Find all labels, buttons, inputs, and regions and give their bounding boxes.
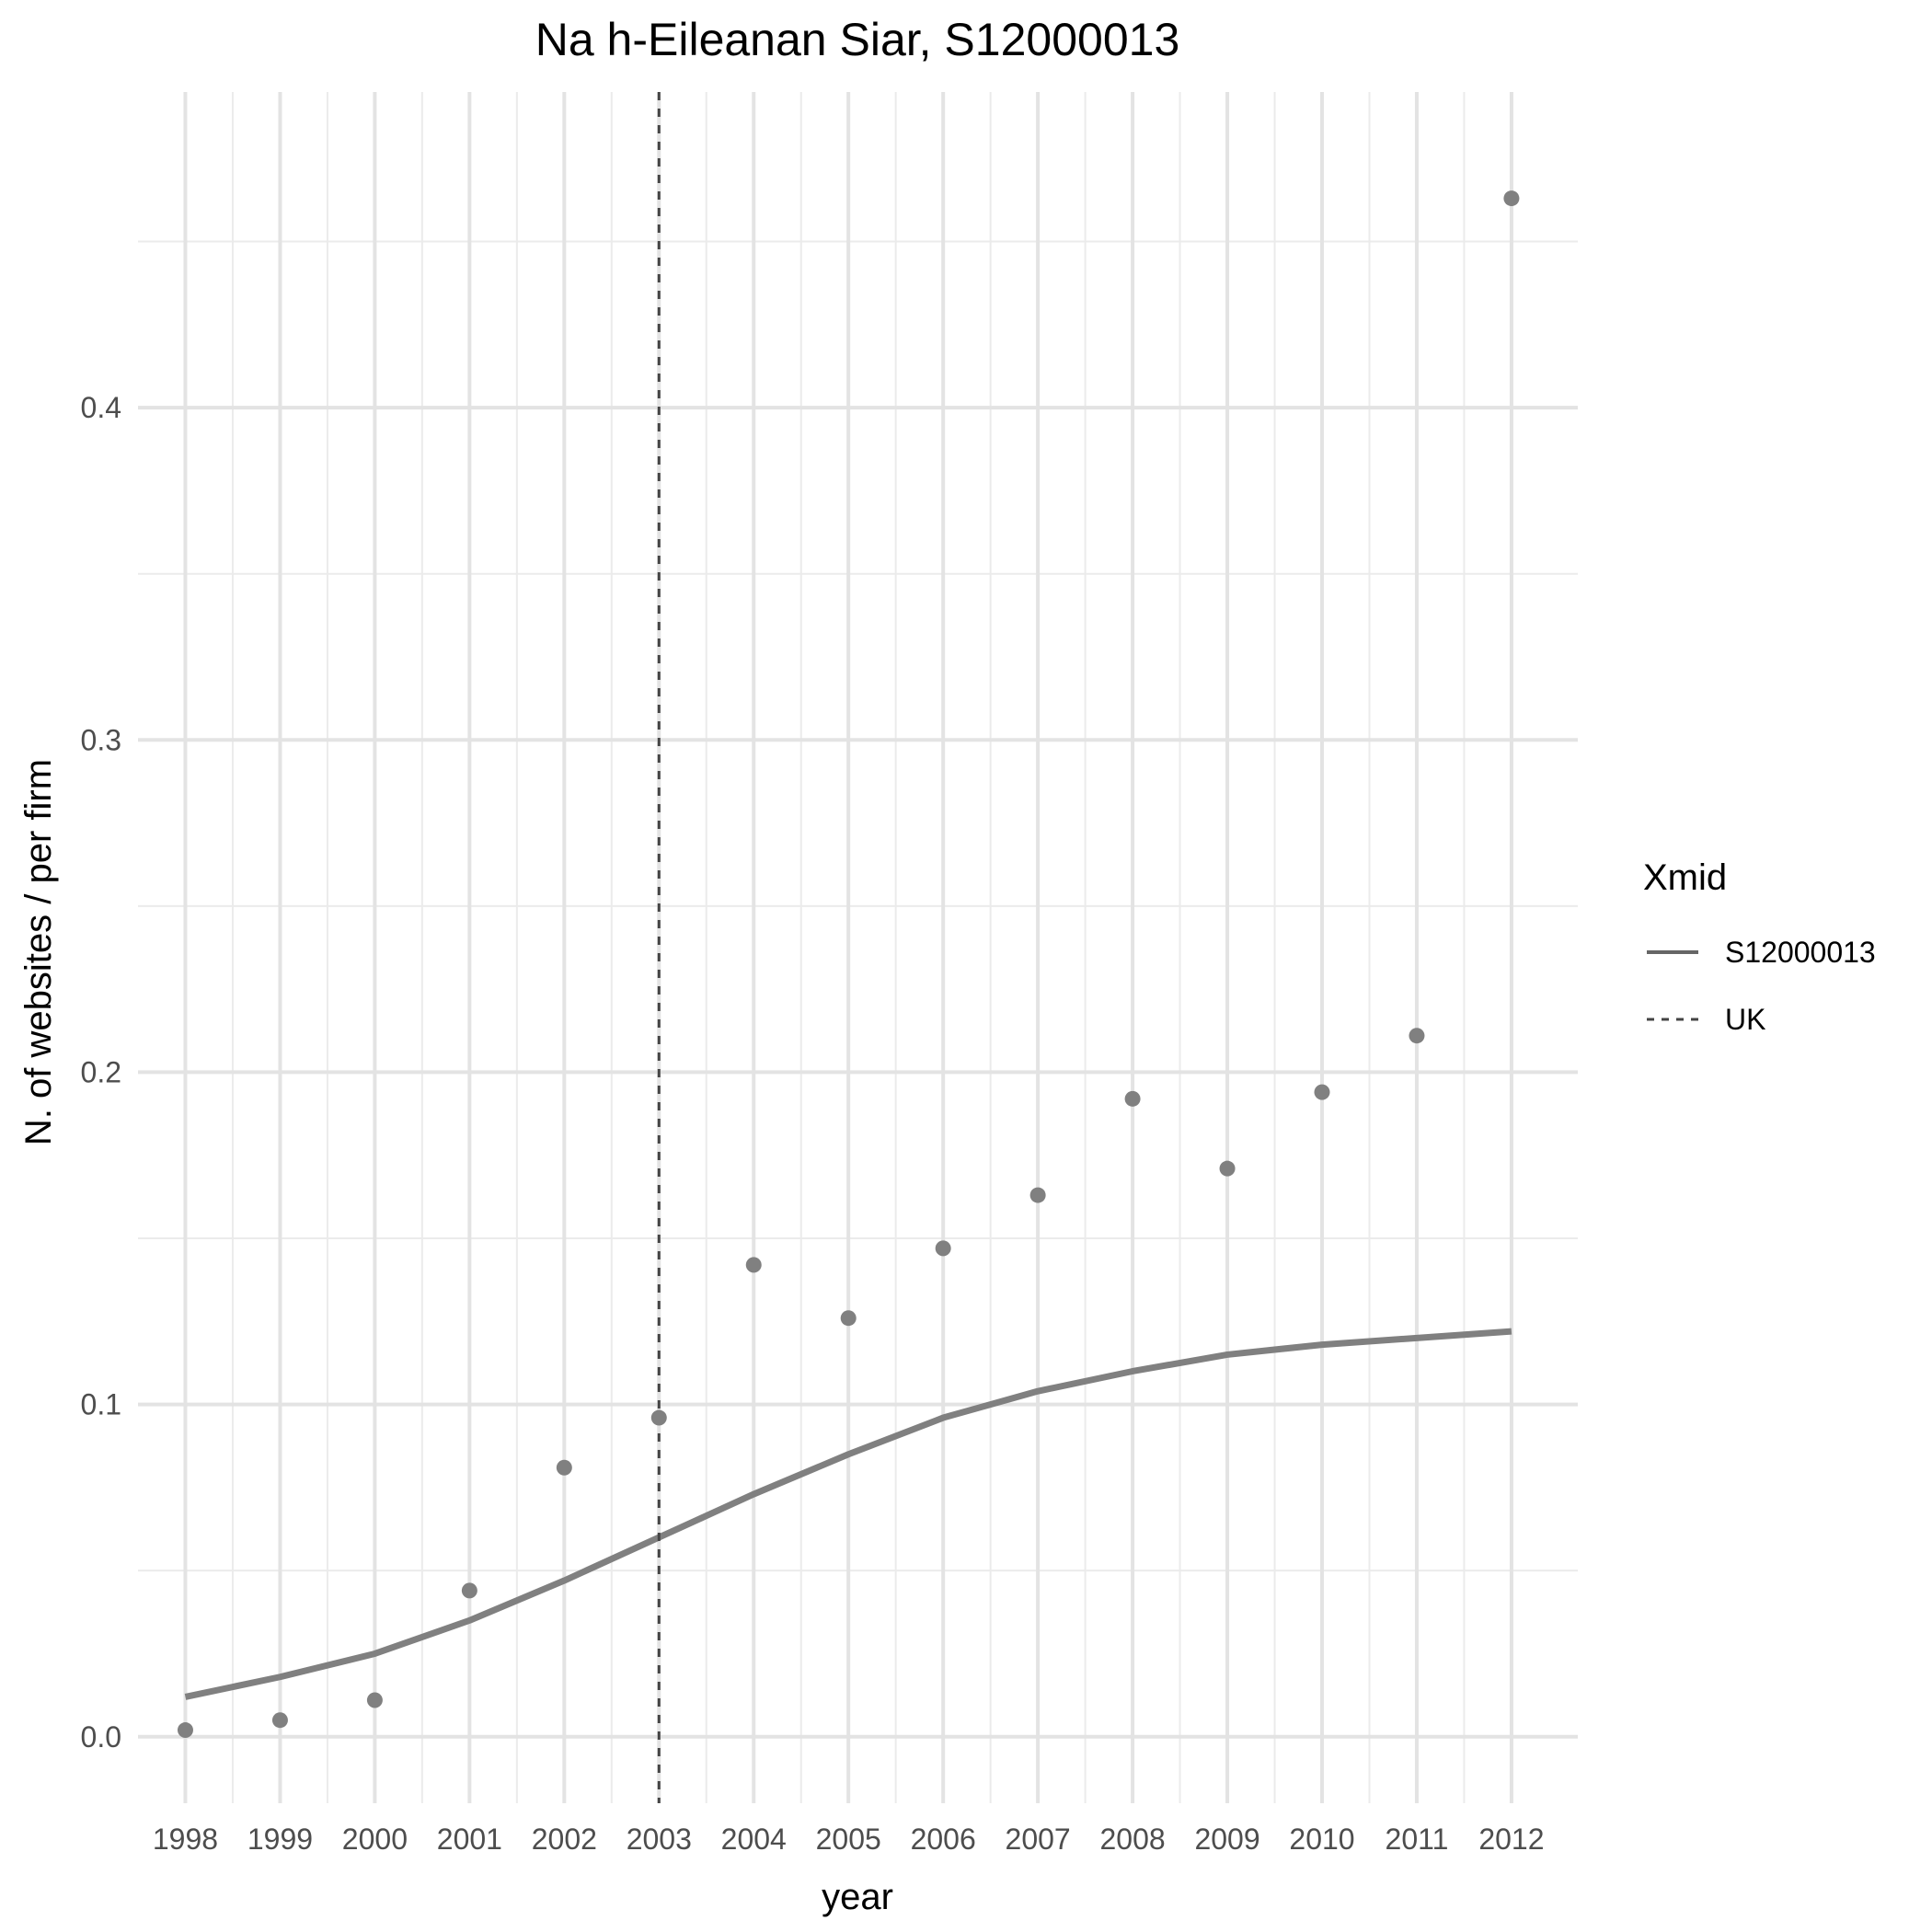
chart-title: Na h-Eileanan Siar, S12000013 [535, 14, 1180, 65]
x-tick-label: 2004 [721, 1823, 787, 1856]
data-point [556, 1459, 572, 1476]
x-tick-label: 2001 [437, 1823, 502, 1856]
x-tick-label: 2011 [1386, 1823, 1449, 1856]
data-point [177, 1722, 193, 1739]
x-tick-label: 2003 [627, 1823, 692, 1856]
series-lines [184, 1328, 1512, 1700]
x-tick-label: 2009 [1194, 1823, 1259, 1856]
y-tick-label: 0.2 [81, 1055, 121, 1088]
x-axis-label: year [822, 1877, 893, 1917]
x-tick-label: 2012 [1478, 1823, 1544, 1856]
y-axis-label: N. of websites / per firm [18, 759, 59, 1145]
x-tick-label: 2007 [1006, 1823, 1071, 1856]
legend-title: Xmid [1643, 857, 1727, 898]
series-line-s12000013 [184, 1328, 1512, 1700]
data-point [1409, 1028, 1425, 1044]
data-point [1219, 1160, 1236, 1177]
data-point [650, 1409, 667, 1426]
legend: Xmid S12000013 UK [1643, 857, 1876, 1036]
data-point [1503, 190, 1520, 207]
data-point [1029, 1187, 1046, 1203]
grid-major [138, 92, 1578, 1803]
x-tick-label: 2008 [1099, 1823, 1165, 1856]
x-tick-label: 1999 [247, 1823, 313, 1856]
y-tick-label: 0.4 [81, 391, 121, 424]
legend-label-uk: UK [1725, 1003, 1765, 1036]
y-tick-label: 0.0 [81, 1720, 121, 1754]
x-tick-label: 2005 [816, 1823, 881, 1856]
data-point [271, 1712, 288, 1729]
x-tick-label: 2002 [532, 1823, 597, 1856]
data-point [745, 1257, 762, 1273]
data-point [1124, 1090, 1141, 1107]
y-tick-label: 0.1 [81, 1388, 121, 1421]
x-tick-label: 2010 [1289, 1823, 1354, 1856]
y-tick-label: 0.3 [81, 723, 121, 756]
data-point [461, 1582, 477, 1599]
y-tick-labels: 0.0 0.1 0.2 0.3 0.4 [81, 391, 121, 1754]
x-tick-label: 2006 [911, 1823, 976, 1856]
data-point [840, 1310, 857, 1327]
legend-label-s12000013: S12000013 [1725, 936, 1876, 969]
grid-minor [138, 92, 1578, 1803]
data-point [366, 1692, 383, 1708]
data-points [177, 190, 1520, 1739]
x-tick-label: 2000 [342, 1823, 408, 1856]
x-tick-label: 1998 [153, 1823, 218, 1856]
data-point [935, 1240, 951, 1257]
data-point [1314, 1084, 1330, 1100]
x-tick-labels: 1998 1999 2000 2001 2002 2003 2004 2005 2006 2007… [153, 1823, 1545, 1856]
